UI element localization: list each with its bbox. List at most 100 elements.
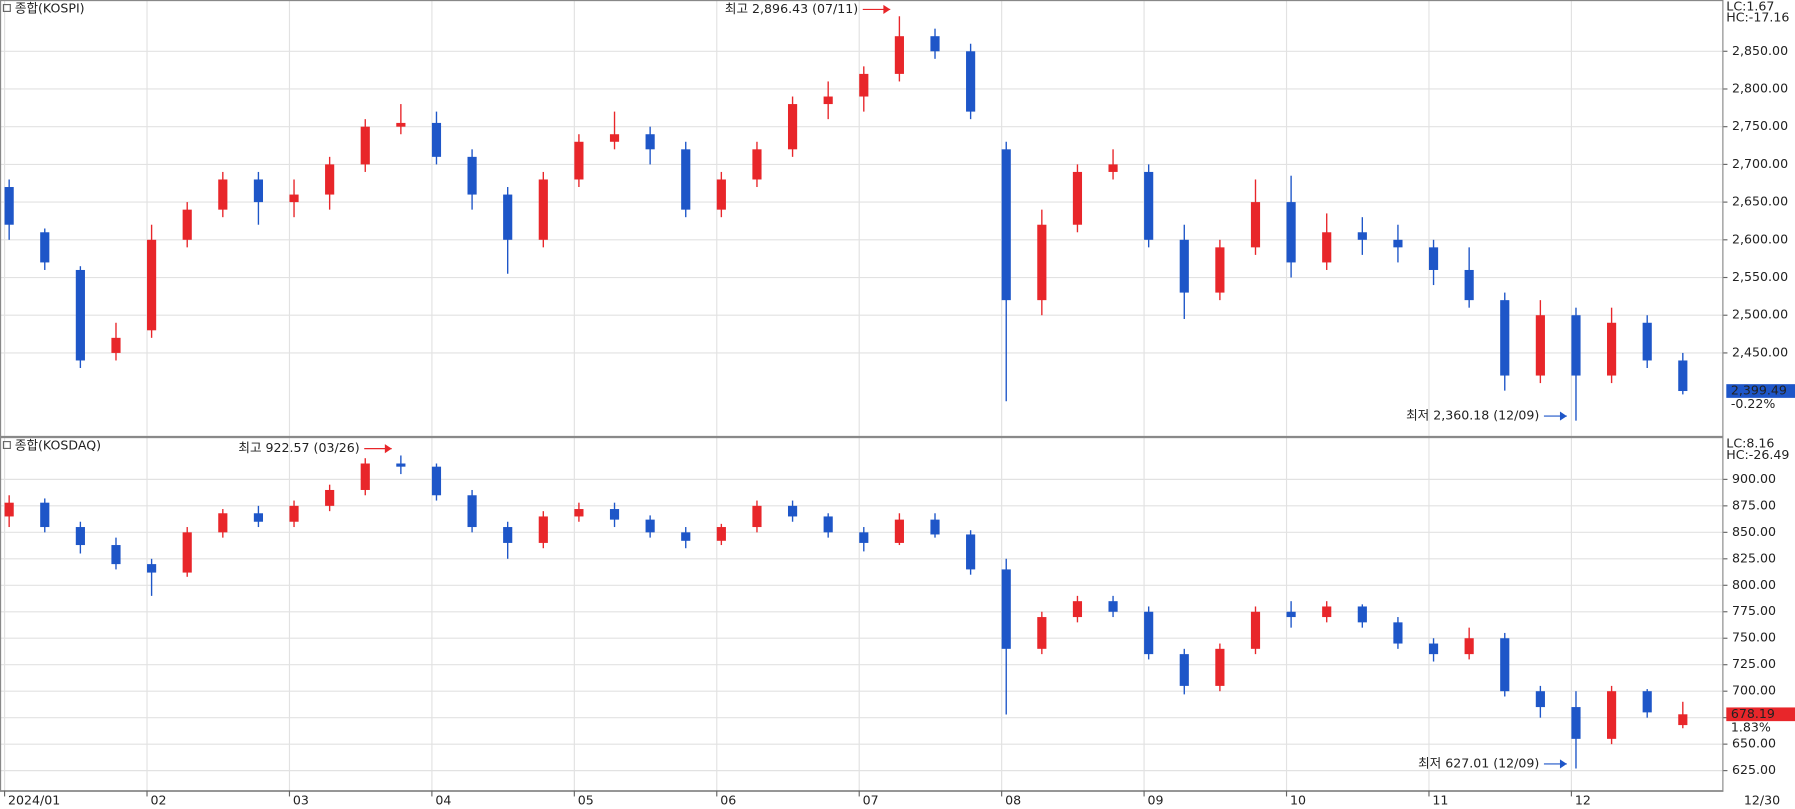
- candle-body: [1642, 322, 1652, 361]
- candle-body: [1571, 707, 1581, 739]
- candle-body: [1535, 315, 1545, 376]
- candle-body: [1322, 232, 1332, 263]
- y-tick-label: 850.00: [1732, 524, 1776, 539]
- x-tick-label: 08: [1005, 793, 1021, 808]
- x-tick-label: 03: [293, 793, 309, 808]
- candle-body: [645, 134, 655, 150]
- x-tick-label: 2024/01: [8, 793, 60, 808]
- candle-body: [1607, 322, 1617, 376]
- y-tick-label: 2,600.00: [1732, 231, 1788, 246]
- last-value-box: [1726, 707, 1795, 722]
- candle-body: [787, 104, 798, 150]
- y-tick-label: 775.00: [1732, 603, 1776, 618]
- candle-body: [111, 545, 121, 565]
- y-tick-label: 2,550.00: [1732, 269, 1788, 284]
- y-tick-label: 875.00: [1732, 497, 1776, 512]
- x-tick-label: 05: [578, 793, 594, 808]
- lc-label: LC:8.16: [1726, 435, 1774, 450]
- candle-body: [609, 134, 620, 142]
- last-value: 678.19: [1731, 706, 1775, 721]
- candle-body: [75, 269, 85, 361]
- candle-body: [752, 149, 762, 180]
- candle-body: [752, 505, 762, 528]
- panel-title: 종합(KOSPI): [15, 1, 85, 16]
- candle-body: [396, 463, 406, 467]
- candle-body: [182, 532, 192, 573]
- candle-body: [1464, 638, 1474, 655]
- candle-body: [360, 463, 370, 490]
- candle-body: [4, 187, 14, 225]
- high-annotation: 최고 2,896.43 (07/11): [725, 1, 858, 16]
- panel-icon: [2, 441, 11, 450]
- candle-body: [503, 194, 513, 240]
- last-value: 2,399.49: [1731, 383, 1787, 398]
- y-tick-label: 2,450.00: [1732, 344, 1788, 359]
- low-arrowhead: [1559, 759, 1567, 769]
- candle-body: [1428, 643, 1439, 655]
- candle-body: [1607, 691, 1617, 739]
- candle-body: [218, 513, 228, 533]
- candle-body: [253, 513, 264, 522]
- candle-body: [1642, 691, 1652, 713]
- y-tick-label: 2,500.00: [1732, 307, 1788, 322]
- y-tick-label: 2,650.00: [1732, 194, 1788, 209]
- candle-body: [1144, 171, 1154, 240]
- candle-body: [360, 126, 370, 165]
- candle-body: [75, 527, 85, 546]
- candle-body: [147, 564, 157, 573]
- y-tick-label: 900.00: [1732, 471, 1776, 486]
- candle-body: [253, 179, 264, 203]
- candle-body: [930, 519, 940, 535]
- low-annotation: 최저 2,360.18 (12/09): [1406, 408, 1539, 423]
- candle-body: [716, 179, 726, 210]
- candle-body: [1072, 601, 1083, 618]
- candle-body: [467, 156, 477, 195]
- candle-body: [396, 122, 406, 127]
- candle-body: [1179, 654, 1189, 686]
- x-tick-label: 07: [863, 793, 879, 808]
- candle-body: [966, 534, 976, 570]
- candle-body: [1037, 617, 1047, 649]
- candle-body: [1464, 269, 1474, 301]
- candle-body: [1250, 611, 1261, 649]
- x-tick-label: 10: [1290, 793, 1306, 808]
- y-tick-label: 2,850.00: [1732, 43, 1788, 58]
- candle-body: [894, 36, 904, 74]
- y-tick-label: 800.00: [1732, 577, 1776, 592]
- low-annotation: 최저 627.01 (12/09): [1418, 755, 1539, 770]
- change-value: -0.22%: [1731, 396, 1776, 411]
- candle-body: [1678, 714, 1688, 726]
- y-tick-label: 725.00: [1732, 656, 1776, 671]
- candle-body: [1322, 606, 1332, 618]
- candle-body: [1357, 606, 1367, 623]
- y-tick-label: 2,800.00: [1732, 80, 1788, 95]
- candle-body: [1001, 569, 1011, 649]
- candle-body: [681, 532, 691, 541]
- candle-body: [40, 232, 50, 263]
- candle-body: [289, 505, 299, 522]
- x-tick-label: 12: [1575, 793, 1591, 808]
- low-arrowhead: [1559, 411, 1567, 421]
- candle-body: [4, 502, 14, 517]
- high-arrowhead: [883, 4, 891, 14]
- hc-label: HC:-26.49: [1726, 447, 1789, 462]
- y-tick-label: 2,700.00: [1732, 156, 1788, 171]
- candle-body: [716, 527, 726, 541]
- x-tick-label: 09: [1148, 793, 1164, 808]
- candle-body: [1037, 224, 1047, 301]
- candle-body: [966, 51, 976, 112]
- y-tick-label: 825.00: [1732, 550, 1776, 565]
- high-annotation: 최고 922.57 (03/26): [238, 440, 359, 455]
- candle-body: [325, 164, 335, 195]
- candle-body: [1001, 149, 1011, 301]
- candle-body: [182, 209, 192, 240]
- candle-body: [40, 502, 50, 528]
- panel-title: 종합(KOSDAQ): [15, 438, 101, 453]
- candle-body: [574, 509, 584, 517]
- high-arrowhead: [384, 444, 392, 454]
- candle-body: [1179, 239, 1189, 293]
- x-tick-label: 11: [1432, 793, 1448, 808]
